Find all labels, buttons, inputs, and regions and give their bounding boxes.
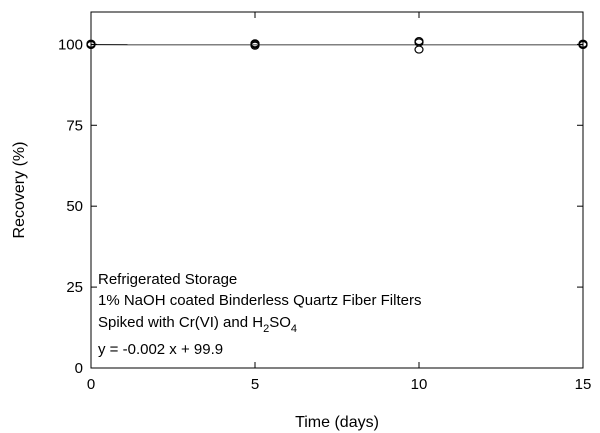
y-tick-label: 0 [75, 360, 83, 377]
annotation-line-2: 1% NaOH coated Binderless Quartz Fiber F… [98, 292, 421, 309]
x-tick-label: 0 [87, 376, 95, 393]
annotation-subscript-2: 2 [263, 323, 269, 335]
data-point [86, 39, 96, 48]
y-tick-label: 75 [66, 117, 83, 134]
y-axis-label: Recovery (%) [11, 142, 28, 239]
data-point [250, 41, 260, 50]
plot-frame [90, 11, 584, 369]
fit-equation: y = -0.002 x + 99.9 [98, 341, 223, 358]
x-axis-ticks: 0 5 10 15 [87, 12, 592, 393]
data-point [414, 45, 424, 54]
y-tick-label: 25 [66, 279, 83, 296]
fit-equation-body: -0.002 x + 99.9 [123, 341, 224, 358]
data-point [578, 39, 588, 48]
x-tick-label: 5 [251, 376, 259, 393]
annotation-line-3: Spiked with Cr(VI) and H2SO4 [98, 314, 297, 335]
x-tick-label: 15 [575, 376, 592, 393]
x-tick-label: 10 [411, 376, 428, 393]
annotation-line-1: Refrigerated Storage [98, 271, 237, 288]
y-tick-label: 50 [66, 198, 83, 215]
annotation-subscript-4: 4 [291, 323, 297, 335]
data-point [250, 39, 260, 48]
annotation-line-3-mid: SO [269, 314, 291, 331]
data-points [86, 37, 588, 54]
x-axis-label: Time (days) [295, 414, 379, 431]
annotation-line-3-prefix: Spiked with Cr(VI) and H [98, 314, 263, 331]
y-tick-label: 100 [58, 36, 83, 53]
fit-equation-prefix: y = [98, 341, 123, 358]
